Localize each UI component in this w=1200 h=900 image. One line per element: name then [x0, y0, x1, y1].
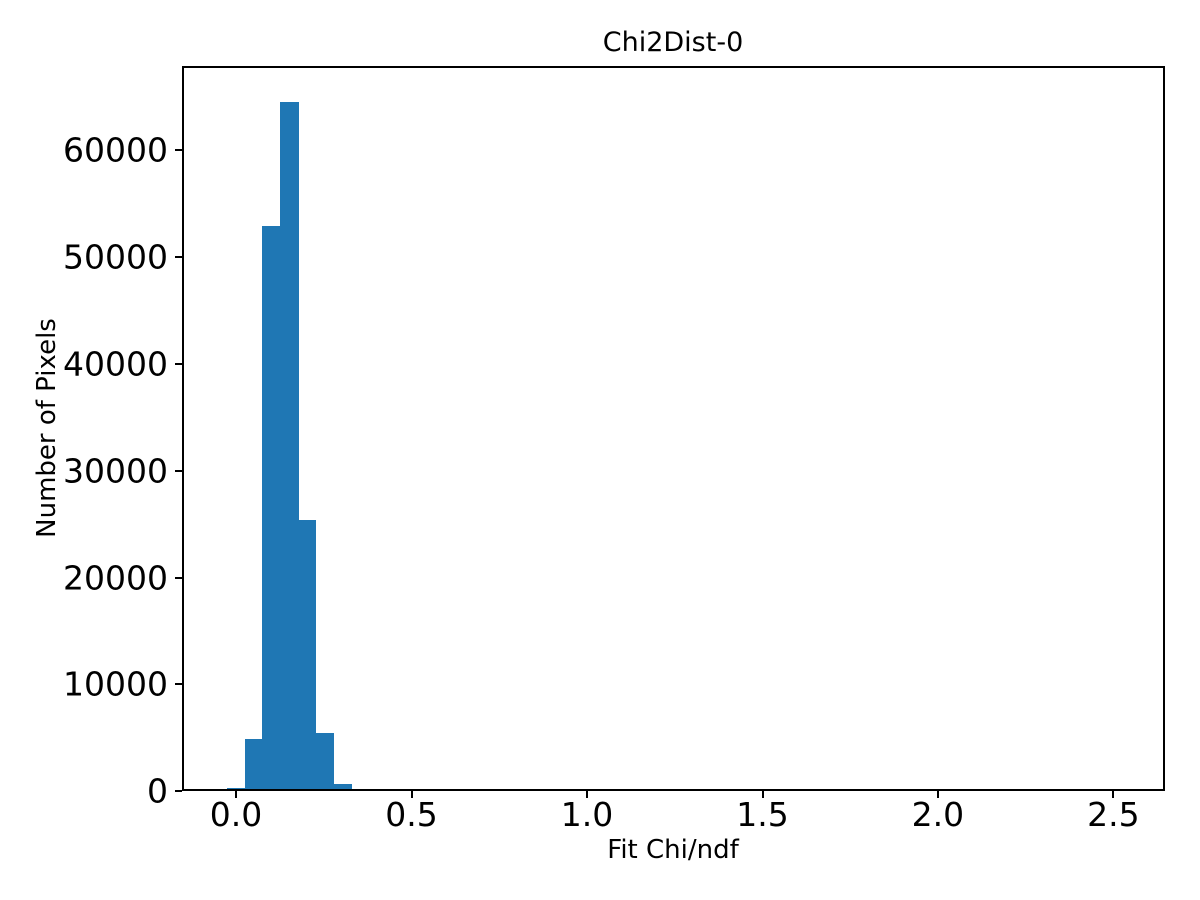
y-tick-label: 30000: [63, 451, 168, 491]
y-tick-label: 10000: [63, 664, 168, 704]
y-tick-label: 20000: [63, 558, 168, 597]
x-tick-mark: [761, 791, 764, 798]
x-tick-mark: [410, 791, 413, 798]
x-tick-mark: [235, 791, 237, 798]
left-spine: [182, 66, 184, 791]
y-tick-label: 0: [147, 771, 168, 811]
y-tick-mark: [175, 469, 182, 472]
x-tick-label: 0.0: [209, 795, 263, 834]
y-tick-mark: [175, 149, 182, 152]
histogram-bar: [280, 102, 299, 791]
y-tick-mark: [175, 362, 182, 365]
top-spine: [182, 66, 1165, 68]
x-tick-label: 2.5: [1087, 795, 1140, 834]
x-tick-label: 1.5: [736, 795, 789, 834]
x-tick-mark: [586, 791, 588, 798]
x-tick-mark: [936, 791, 939, 798]
y-tick-label: 60000: [63, 130, 168, 170]
histogram-bar: [316, 733, 335, 791]
histogram-bar: [262, 226, 281, 791]
y-tick-mark: [175, 576, 182, 579]
y-tick-label: 50000: [63, 237, 168, 277]
y-tick-mark: [175, 256, 182, 259]
x-axis-label: Fit Chi/ndf: [607, 835, 739, 865]
y-tick-mark: [175, 683, 182, 686]
x-tick-label: 1.0: [560, 795, 614, 834]
plot-area: [182, 66, 1165, 791]
y-tick-label: 40000: [63, 344, 168, 384]
histogram-bars-layer: [182, 66, 1165, 791]
histogram-bar: [244, 739, 263, 791]
y-axis-label: Number of Pixels: [32, 318, 62, 538]
right-spine: [1163, 66, 1165, 791]
y-tick-mark: [175, 790, 182, 792]
x-tick-label: 0.5: [385, 795, 438, 834]
x-tick-mark: [1112, 791, 1115, 798]
histogram-bar: [333, 784, 353, 791]
histogram-bar: [298, 519, 317, 791]
x-tick-label: 2.0: [911, 795, 965, 834]
chart-title: Chi2Dist-0: [602, 27, 744, 58]
bottom-spine: [182, 789, 1165, 791]
